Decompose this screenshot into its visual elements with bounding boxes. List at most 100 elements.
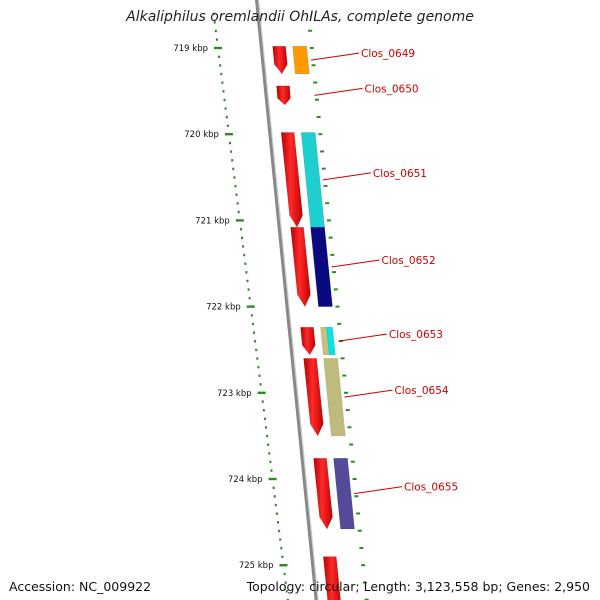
minor-tick (218, 55, 221, 59)
minor-tick (239, 228, 242, 231)
accession-text: Accession: NC_009922 (9, 579, 152, 594)
outer-tick (321, 167, 326, 170)
gene-label[interactable]: Clos_0652 (382, 255, 436, 267)
gene-feature[interactable]: Clos_0652 (290, 226, 436, 308)
outer-tick (309, 47, 314, 49)
outer-tick (349, 443, 354, 446)
outer-tick (313, 81, 318, 84)
cds-arrow[interactable] (322, 556, 342, 600)
gene-label[interactable]: Clos_0651 (373, 168, 427, 180)
cds-arrow[interactable] (290, 226, 311, 308)
outer-tick (362, 581, 367, 584)
minor-tick (261, 400, 264, 403)
minor-tick (280, 546, 283, 550)
gene-label[interactable]: Clos_0653 (389, 329, 443, 341)
minor-tick (281, 555, 284, 558)
outer-tick (333, 288, 338, 291)
minor-tick (256, 357, 259, 360)
minor-tick (220, 72, 223, 76)
outer-tick (337, 322, 342, 325)
gene-feature[interactable]: Clos_0653 (300, 326, 443, 356)
gene-feature[interactable]: Clos_0654 (303, 358, 449, 437)
gene-label[interactable]: Clos_0655 (404, 482, 458, 494)
minor-tick (254, 340, 257, 343)
cds-arrow[interactable] (276, 85, 291, 106)
cds-arrow[interactable] (313, 458, 333, 530)
minor-tick (253, 331, 256, 334)
map-title: Alkaliphilus oremlandii OhILAs, complete… (126, 9, 474, 25)
minor-tick (244, 262, 247, 265)
gene-label[interactable]: Clos_0650 (364, 83, 418, 95)
minor-tick (265, 426, 268, 429)
minor-tick (258, 374, 261, 377)
minor-tick (278, 529, 281, 533)
scale-ticks: 719 kbp 720 kbp 721 kbp 722 kbp 723 kbp 724 k… (173, 12, 369, 600)
outer-tick (361, 564, 366, 567)
minor-tick (286, 598, 289, 600)
minor-tick (231, 159, 234, 162)
outer-tick (326, 219, 331, 222)
outer-tick (311, 64, 316, 67)
minor-tick (266, 434, 269, 438)
minor-tick (243, 253, 246, 257)
minor-tick (268, 452, 271, 455)
tick-label: 724 kbp (228, 475, 263, 485)
cds-arrow[interactable] (300, 326, 316, 356)
gene-label[interactable]: Clos_0654 (394, 385, 448, 397)
minor-tick (284, 581, 287, 584)
label-leader (353, 486, 403, 495)
genome-backbone (255, 0, 319, 600)
outer-tick (335, 305, 340, 308)
label-leader (314, 87, 363, 96)
outer-tick (350, 460, 355, 463)
topology-text: Topology: circular; Length: 3,123,558 bp… (246, 579, 590, 594)
outer-tick (344, 391, 349, 394)
minor-tick (213, 21, 216, 24)
gene-layer: Clos_0649 Clos_0650 Clos_0651 Clos_0652 Clos… (272, 45, 459, 600)
outer-tick (330, 253, 335, 256)
cds-arrow[interactable] (280, 132, 303, 228)
minor-tick (222, 90, 225, 93)
outer-tick (328, 236, 333, 239)
tick-label: 723 kbp (217, 389, 252, 399)
minor-tick (245, 271, 248, 274)
minor-tick (246, 279, 249, 283)
label-leader (331, 259, 380, 268)
cds-arrow[interactable] (272, 45, 288, 75)
minor-tick (214, 29, 217, 33)
gene-feature[interactable]: Clos_0655 (313, 458, 459, 530)
minor-tick (235, 193, 238, 196)
outer-tick (342, 374, 347, 377)
gene-feature[interactable] (322, 556, 342, 600)
outer-tick (314, 98, 319, 101)
tick-label: 720 kbp (184, 130, 219, 140)
outer-tick (325, 202, 330, 205)
minor-tick (226, 124, 229, 127)
minor-tick (219, 64, 222, 67)
outer-tick (318, 133, 323, 136)
major-tick (235, 219, 244, 222)
minor-tick (247, 288, 250, 291)
minor-tick (277, 521, 280, 524)
gene-label[interactable]: Clos_0649 (361, 48, 415, 60)
cds-arrow[interactable] (303, 358, 324, 437)
minor-tick (212, 12, 215, 15)
minor-tick (262, 409, 265, 412)
cog-bar (310, 226, 333, 307)
gene-feature[interactable]: Clos_0651 (280, 132, 427, 228)
label-leader (310, 52, 360, 61)
gene-feature[interactable]: Clos_0650 (276, 83, 419, 106)
minor-tick (250, 314, 253, 317)
minor-tick (272, 486, 275, 490)
major-tick (224, 133, 233, 136)
minor-tick (229, 141, 232, 145)
minor-tick (223, 98, 226, 102)
gene-feature[interactable]: Clos_0649 (272, 45, 415, 75)
outer-tick (352, 478, 357, 480)
minor-tick (233, 176, 236, 179)
minor-tick (234, 184, 237, 188)
outer-tick (320, 150, 325, 153)
minor-tick (225, 115, 228, 119)
cog-bar (292, 45, 310, 75)
